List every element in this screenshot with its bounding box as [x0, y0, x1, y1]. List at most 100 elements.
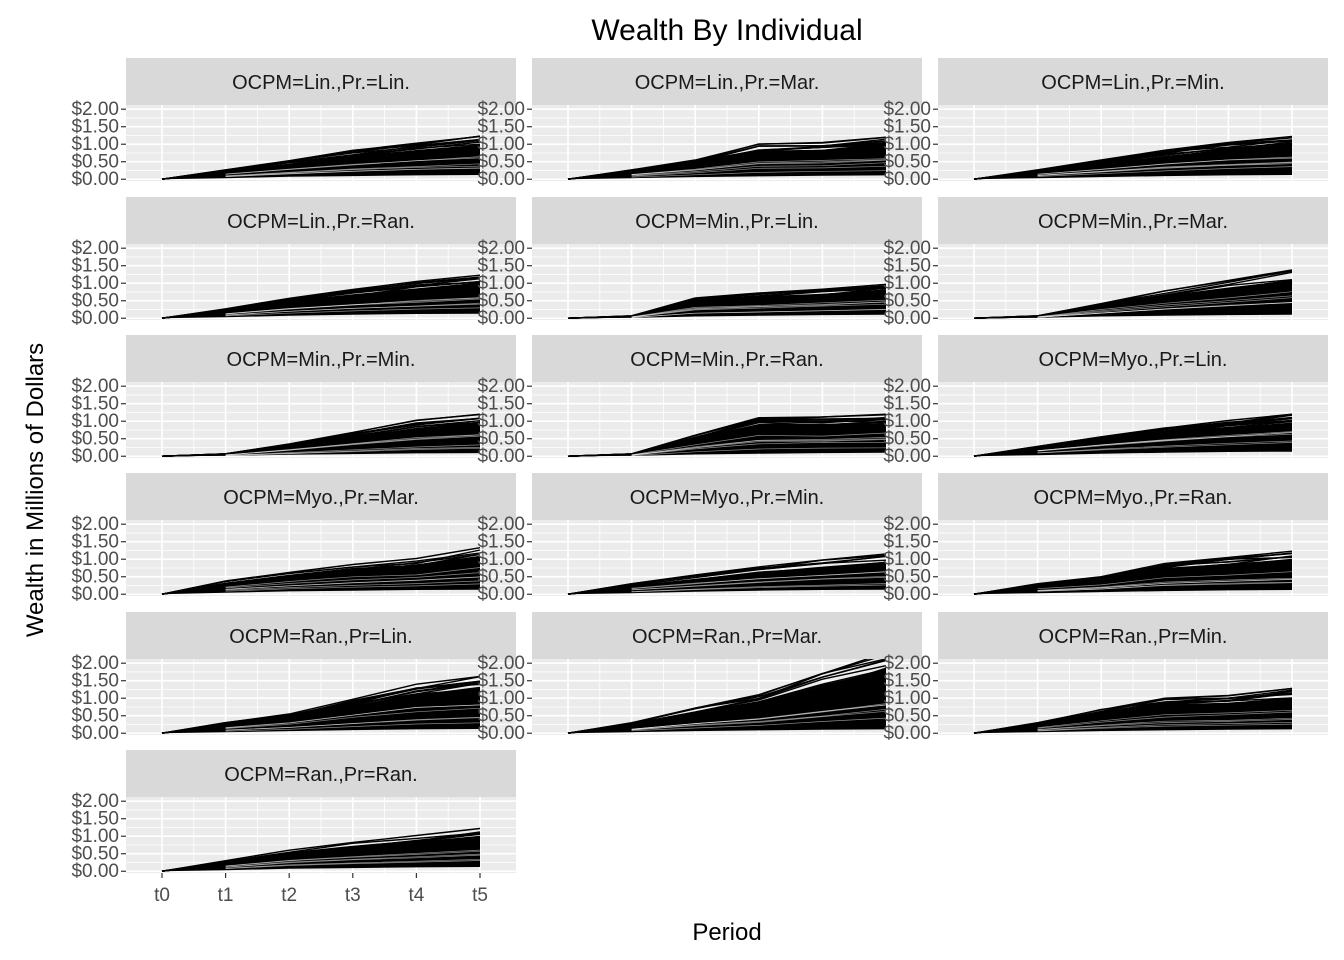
y-tick-label: $2.00 [71, 791, 119, 812]
individual-line-gap [1037, 571, 1293, 590]
facet-strip [532, 197, 922, 244]
y-tick-label: $0.50 [71, 291, 119, 312]
facet-panel: OCPM=Ran.,Pr=Mar. $0.00$0.50$1.00$1.50$2.… [477, 612, 922, 744]
individual-line-gap [631, 437, 887, 456]
series-lines [567, 283, 887, 319]
series-lines [161, 547, 481, 595]
individual-line [161, 285, 481, 319]
y-tick-label: $0.50 [71, 706, 119, 727]
series-lines [567, 659, 887, 734]
y-tick-label: $0.00 [71, 584, 119, 605]
y-tick-label: $1.50 [477, 394, 525, 415]
individual-line-gap [631, 584, 887, 593]
series-lines [973, 413, 1293, 457]
individual-line-gap [1037, 442, 1293, 454]
facet-strip-label: OCPM=Myo.,Pr.=Ran. [1034, 487, 1233, 509]
y-tick-label: $1.50 [71, 256, 119, 277]
y-tick-label: $0.00 [71, 446, 119, 467]
y-tick-label: $0.00 [883, 723, 931, 744]
individual-line-gap [1037, 440, 1293, 454]
individual-line [973, 142, 1293, 180]
individual-line-gap [225, 307, 481, 317]
facet-panel: OCPM=Min.,Pr.=Min. $0.00$0.50$1.00$1.50$2… [71, 335, 516, 467]
y-tick-label: $1.00 [883, 411, 931, 432]
individual-line-gap [631, 717, 887, 732]
y-tick-label: $1.50 [71, 809, 119, 830]
y-tick-label: $0.00 [477, 169, 525, 190]
facet-panel: OCPM=Lin.,Pr.=Lin. $0.00$0.50$1.00$1.50$2… [71, 58, 516, 190]
facet-panel: OCPM=Myo.,Pr.=Lin. $0.00$0.50$1.00$1.50$2… [883, 335, 1328, 467]
facet-strip-label: OCPM=Ran.,Pr=Lin. [229, 626, 412, 648]
facet-panel: OCPM=Lin.,Pr.=Min. $0.00$0.50$1.00$1.50$2… [883, 58, 1328, 190]
individual-line-gap [225, 583, 481, 592]
y-tick-label: $2.00 [883, 99, 931, 120]
individual-line [973, 270, 1293, 319]
x-tick-label: t2 [281, 885, 297, 906]
y-tick-label: $1.50 [883, 256, 931, 277]
facet-panel: OCPM=Lin.,Pr.=Ran. $0.00$0.50$1.00$1.50$2… [71, 197, 516, 329]
facet-strip-label: OCPM=Min.,Pr.=Lin. [635, 211, 818, 233]
y-tick-label: $2.00 [477, 238, 525, 259]
y-tick-label: $0.00 [71, 723, 119, 744]
y-tick-label: $1.50 [883, 532, 931, 553]
individual-line-gap [1037, 156, 1293, 175]
y-tick-label: $1.00 [883, 273, 931, 294]
y-tick-label: $1.00 [477, 273, 525, 294]
individual-line-gap [225, 860, 481, 869]
y-tick-label: $2.00 [477, 514, 525, 535]
individual-line [161, 682, 481, 734]
facet-strip-label: OCPM=Lin.,Pr.=Ran. [227, 211, 415, 233]
facet-strip [532, 58, 922, 105]
y-tick-label: $0.50 [883, 567, 931, 588]
facet-strip [126, 750, 516, 797]
individual-line-gap [631, 583, 887, 592]
individual-line-gap [225, 576, 481, 590]
y-tick-label: $0.00 [883, 584, 931, 605]
individual-line-gap [631, 432, 887, 456]
y-tick-label: $0.50 [477, 567, 525, 588]
individual-line-gap [225, 716, 481, 731]
individual-line-gap [225, 854, 481, 868]
series-lines [973, 550, 1293, 595]
y-tick-label: $1.00 [477, 134, 525, 155]
individual-line-gap [631, 170, 887, 178]
facet-strip-label: OCPM=Min.,Pr.=Mar. [1038, 211, 1228, 233]
series-lines [567, 553, 887, 595]
y-tick-label: $0.00 [71, 861, 119, 882]
individual-line [161, 556, 481, 595]
y-tick-label: $2.00 [883, 376, 931, 397]
individual-line-gap [1037, 581, 1293, 592]
facet-strip-label: OCPM=Myo.,Pr.=Min. [630, 487, 825, 509]
individual-line-gap [631, 439, 887, 456]
individual-line-gap [1037, 709, 1293, 729]
series-lines [567, 136, 887, 180]
individual-line-gap [1037, 166, 1293, 177]
series-lines [161, 274, 481, 319]
individual-line-gap [631, 571, 887, 590]
y-tick-label: $0.50 [883, 291, 931, 312]
individual-line-gap [225, 580, 481, 591]
y-tick-label: $1.50 [883, 671, 931, 692]
x-axis-title: Period [692, 919, 761, 946]
facet-strip-label: OCPM=Min.,Pr.=Ran. [630, 349, 823, 371]
y-tick-label: $0.50 [71, 844, 119, 865]
facet-panel: OCPM=Min.,Pr.=Mar. $0.00$0.50$1.00$1.50$2… [883, 197, 1328, 329]
y-tick-label: $2.00 [477, 653, 525, 674]
facet-strip-label: OCPM=Myo.,Pr.=Mar. [223, 487, 419, 509]
y-tick-label: $1.50 [477, 532, 525, 553]
individual-line-gap [631, 447, 887, 456]
y-tick-label: $0.50 [477, 429, 525, 450]
x-tick-label: t5 [472, 885, 488, 906]
individual-line [161, 276, 481, 319]
facet-strip [126, 197, 516, 244]
y-tick-label: $1.00 [71, 273, 119, 294]
individual-line-gap [1037, 161, 1293, 176]
facet-strip-label: OCPM=Lin.,Pr.=Mar. [635, 72, 820, 94]
individual-line-gap [1037, 577, 1293, 591]
series-lines [161, 827, 481, 872]
facet-strip [938, 335, 1328, 382]
y-tick-label: $0.50 [883, 706, 931, 727]
individual-line [161, 846, 481, 872]
y-tick-label: $1.00 [883, 134, 931, 155]
individual-line [567, 144, 887, 180]
